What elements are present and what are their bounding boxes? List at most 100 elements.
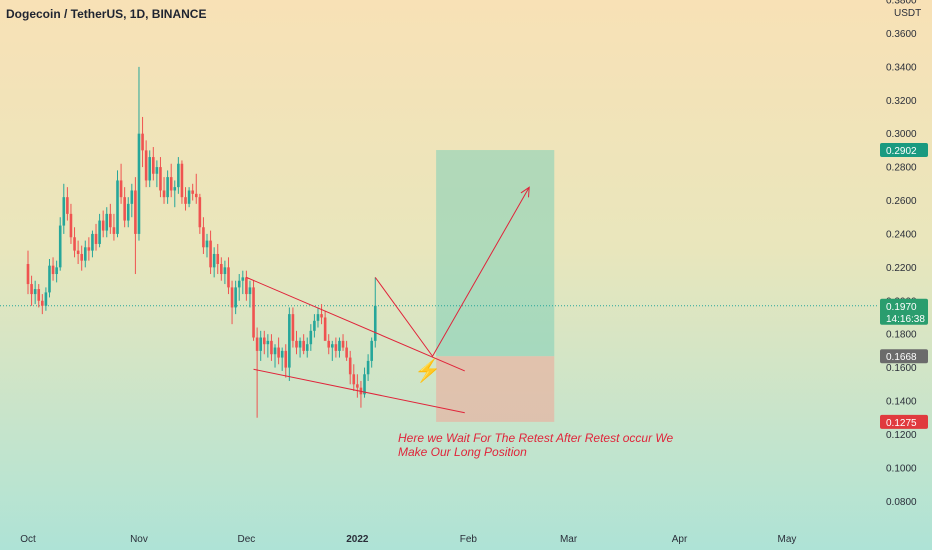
candle-body bbox=[148, 157, 152, 181]
candle-body bbox=[166, 177, 169, 198]
candle-body bbox=[338, 340, 341, 351]
candle-body bbox=[295, 340, 298, 348]
chart-title: Dogecoin / TetherUS, 1D, BINANCE bbox=[6, 7, 207, 21]
candle-body bbox=[66, 197, 69, 214]
price-tag bbox=[880, 414, 928, 429]
candle-body bbox=[194, 193, 198, 198]
candle-body bbox=[126, 203, 130, 221]
y-tick-label: 0.2400 bbox=[886, 229, 917, 240]
upper-trendline bbox=[246, 276, 465, 372]
candle-body bbox=[345, 347, 348, 358]
y-tick-label: 0.0800 bbox=[886, 497, 917, 508]
candle-body bbox=[48, 265, 51, 293]
price-tag-label: 0.1668 bbox=[886, 352, 917, 363]
candle-body bbox=[284, 350, 288, 368]
candle-body bbox=[270, 340, 273, 355]
lightning-icon: ⚡ bbox=[414, 358, 441, 384]
candle-body bbox=[80, 253, 83, 261]
candle-body bbox=[87, 247, 91, 251]
candle-body bbox=[51, 265, 55, 275]
price-tag bbox=[880, 298, 928, 325]
candle-body bbox=[212, 253, 216, 268]
y-tick-label: 0.2600 bbox=[886, 196, 917, 207]
candle-body bbox=[94, 233, 98, 244]
candle-body bbox=[327, 340, 331, 348]
y-tick-label: 0.2800 bbox=[886, 163, 917, 174]
y-tick-label: 0.3400 bbox=[886, 62, 917, 73]
candle-body bbox=[76, 250, 80, 254]
candle-body bbox=[373, 305, 377, 341]
candle-body bbox=[363, 374, 366, 395]
candle-body bbox=[331, 344, 334, 348]
candle-body bbox=[220, 264, 223, 275]
candle-body bbox=[255, 337, 259, 351]
candle-body bbox=[237, 280, 241, 288]
candle-body bbox=[302, 340, 305, 351]
candle-body bbox=[101, 220, 105, 231]
candle-body bbox=[316, 314, 320, 321]
candle-body bbox=[26, 264, 30, 285]
candle-body bbox=[105, 213, 109, 231]
candle-body bbox=[291, 314, 295, 341]
candle-body bbox=[366, 360, 370, 375]
candle-body bbox=[334, 344, 338, 351]
x-tick-label: 2022 bbox=[346, 534, 369, 545]
candle-body bbox=[44, 292, 48, 306]
candle-body bbox=[320, 314, 323, 318]
candle-body bbox=[241, 277, 245, 281]
candle-body bbox=[33, 289, 37, 295]
candle-body bbox=[98, 220, 101, 244]
candle-body bbox=[280, 350, 284, 358]
candle-body bbox=[277, 347, 280, 358]
x-tick-label: Mar bbox=[560, 534, 578, 545]
candle-body bbox=[162, 190, 166, 198]
price-tag-countdown: 14:16:38 bbox=[886, 314, 925, 325]
candle-body bbox=[230, 287, 234, 308]
target-zone bbox=[436, 150, 555, 357]
candle-body bbox=[216, 253, 220, 264]
candle-body bbox=[173, 187, 177, 191]
price-tag-label: 0.1970 bbox=[886, 302, 917, 313]
candle-body bbox=[55, 267, 58, 275]
candle-body bbox=[144, 150, 148, 181]
y-tick-label: 0.3600 bbox=[886, 29, 917, 40]
candle-body bbox=[223, 267, 227, 275]
candle-body bbox=[323, 317, 327, 341]
price-tag-label: 0.2902 bbox=[886, 146, 917, 157]
candle-body bbox=[259, 337, 262, 351]
candle-body bbox=[205, 240, 209, 248]
candle-body bbox=[309, 330, 313, 345]
x-tick-label: Dec bbox=[237, 534, 255, 545]
candle-body bbox=[356, 384, 359, 388]
candle-body bbox=[209, 240, 212, 268]
candle-body bbox=[169, 177, 173, 191]
candle-body bbox=[234, 287, 237, 308]
candle-body bbox=[62, 197, 66, 226]
y-tick-label: 0.1400 bbox=[886, 397, 917, 408]
y-tick-label: 0.1800 bbox=[886, 330, 917, 341]
y-tick-label: 0.2200 bbox=[886, 263, 917, 274]
candle-body bbox=[305, 344, 309, 351]
y-tick-label: 0.3000 bbox=[886, 129, 917, 140]
candle-body bbox=[273, 347, 277, 355]
projection-arrowhead bbox=[520, 186, 530, 198]
x-tick-label: Apr bbox=[672, 534, 688, 545]
y-tick-label: 0.1200 bbox=[886, 430, 917, 441]
candle-body bbox=[370, 340, 373, 361]
candle-body bbox=[248, 287, 252, 295]
candle-body bbox=[184, 197, 187, 204]
annotation-text: Make Our Long Position bbox=[398, 445, 527, 459]
candle-body bbox=[73, 237, 76, 251]
lower-trendline bbox=[253, 368, 465, 414]
x-tick-label: Oct bbox=[20, 534, 36, 545]
candle-body bbox=[152, 157, 155, 174]
candle-body bbox=[352, 374, 356, 385]
candle-body bbox=[119, 180, 123, 198]
candle-body bbox=[348, 357, 352, 375]
x-tick-label: Feb bbox=[460, 534, 478, 545]
candle-body bbox=[180, 163, 184, 198]
candle-body bbox=[187, 190, 191, 204]
candle-body bbox=[191, 190, 194, 194]
